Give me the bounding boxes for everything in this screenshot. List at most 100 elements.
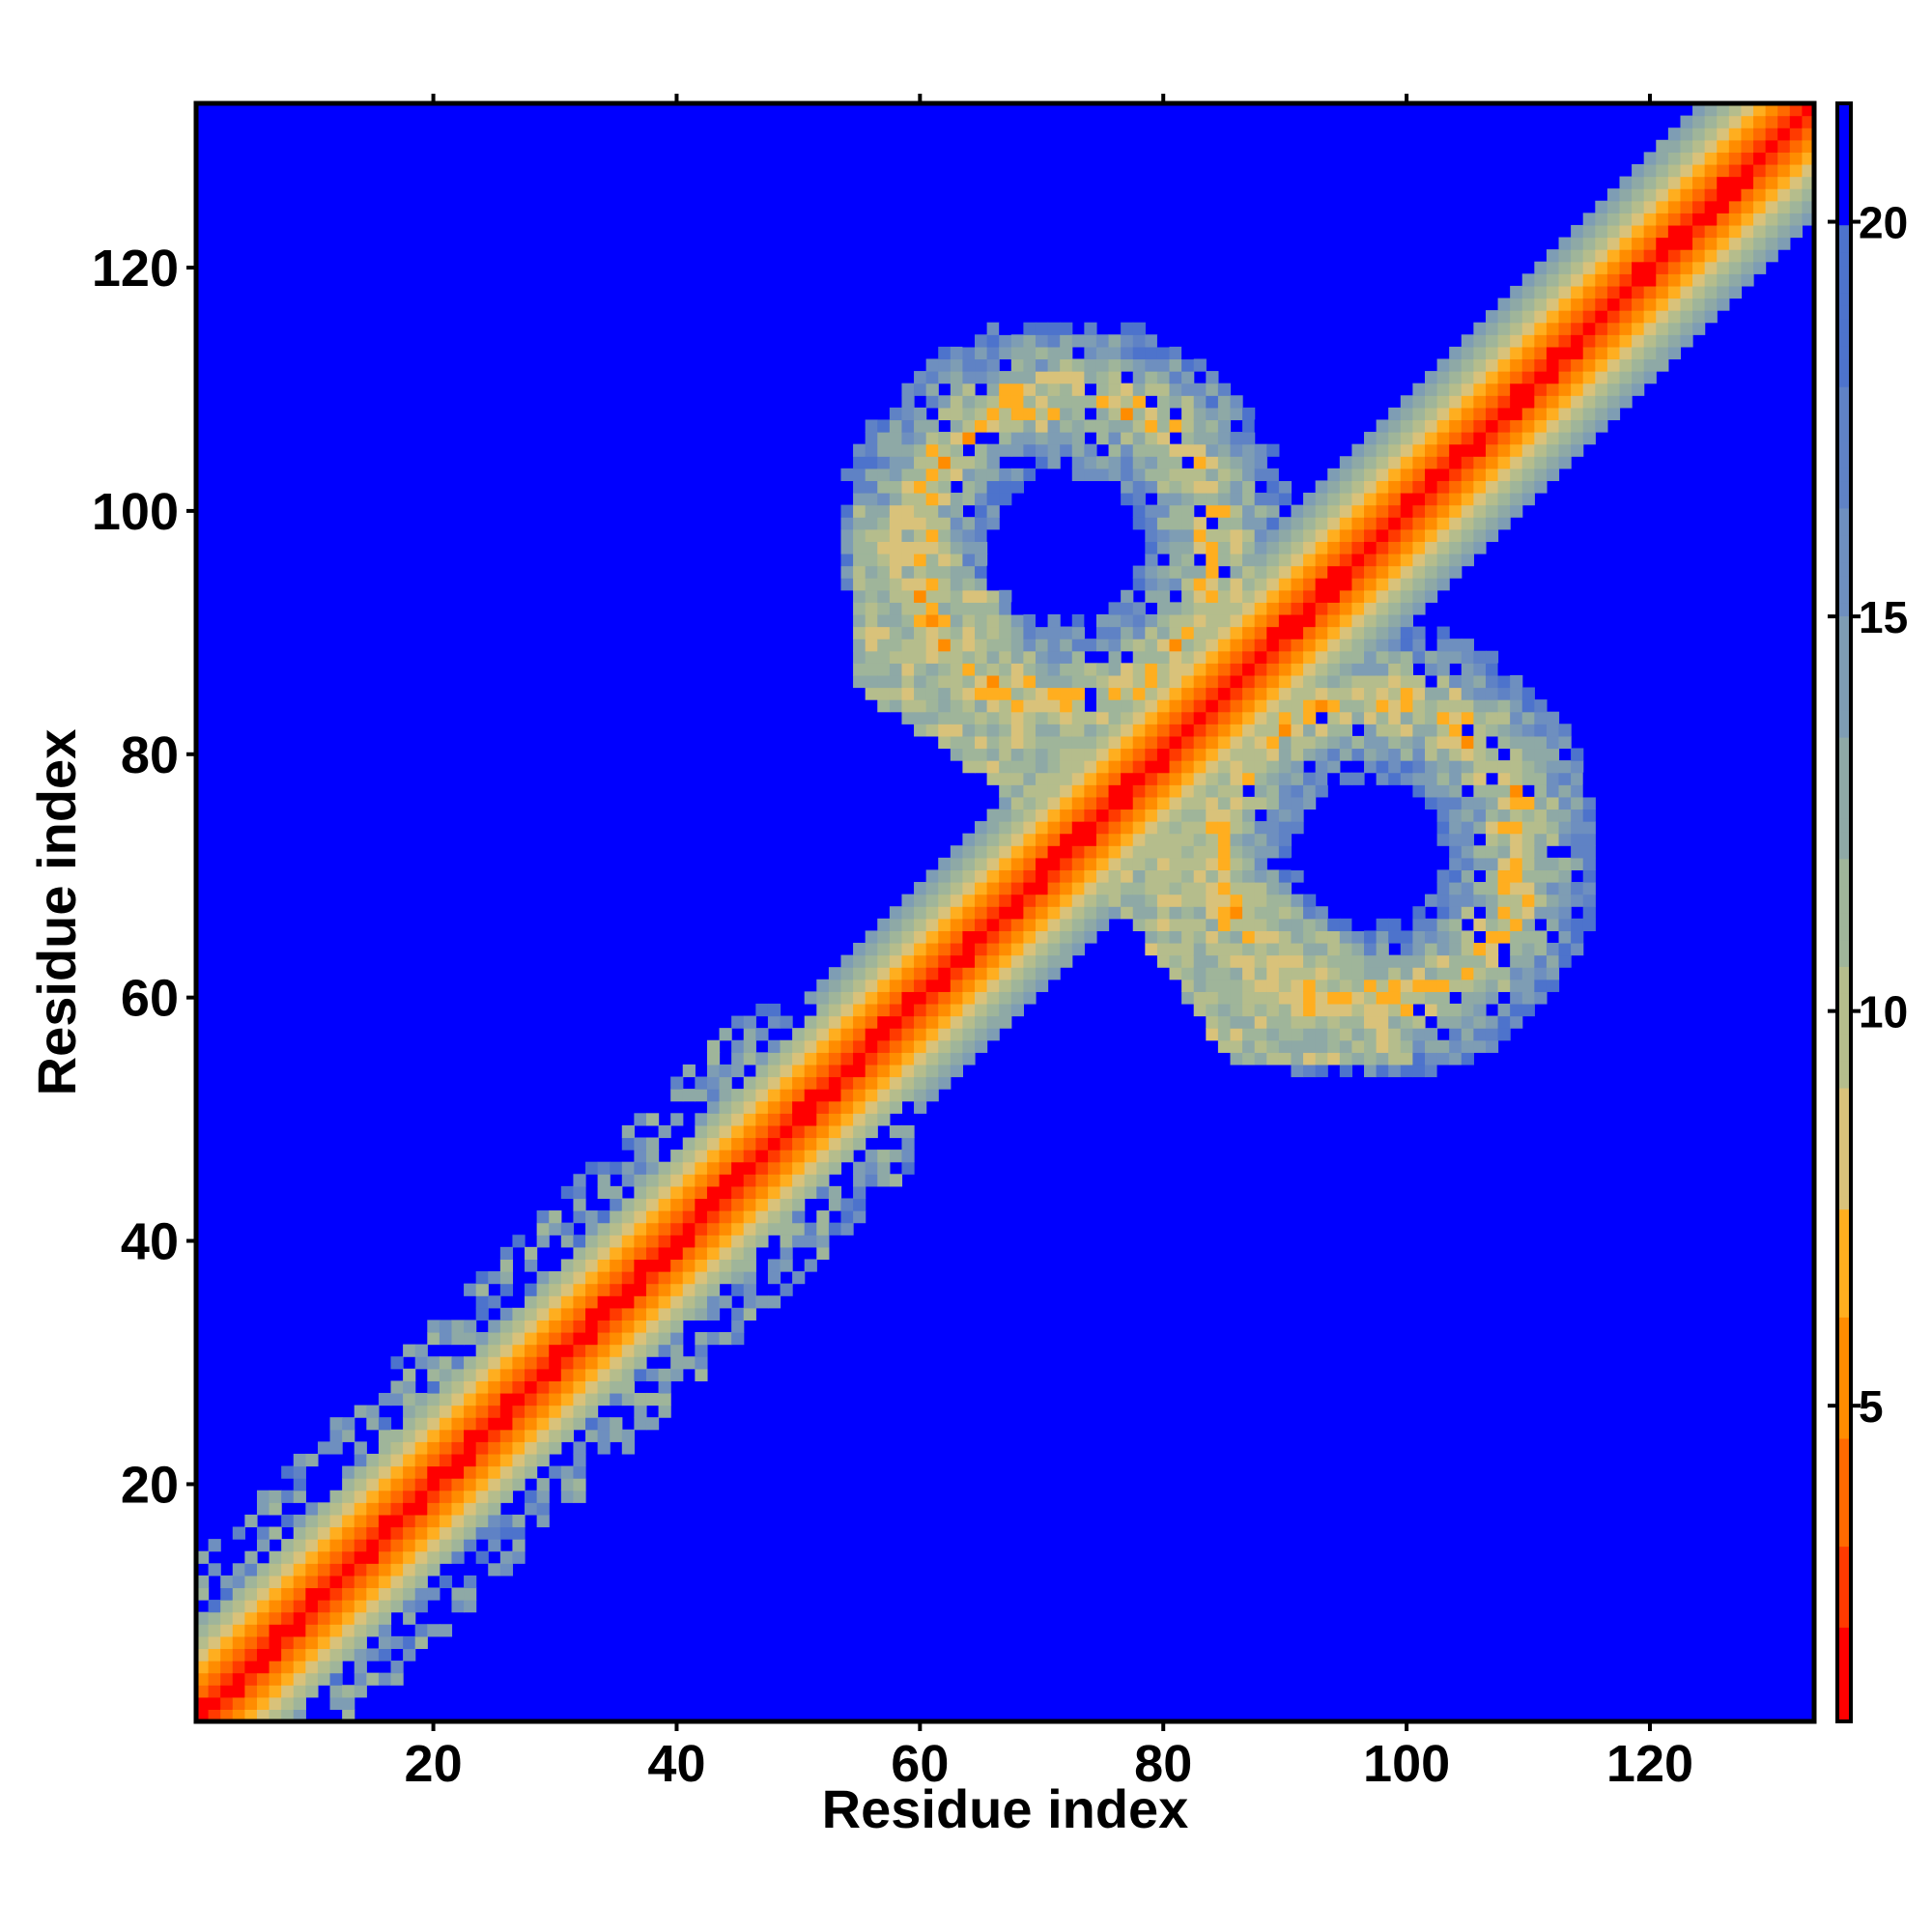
heatmap-cell bbox=[1461, 882, 1474, 895]
heatmap-cell bbox=[1291, 967, 1304, 980]
heatmap-cell bbox=[889, 565, 903, 579]
colorbar-segment bbox=[1837, 494, 1851, 509]
heatmap-cell bbox=[780, 1039, 793, 1053]
heatmap-cell bbox=[342, 1417, 355, 1431]
heatmap-cell bbox=[986, 930, 1000, 944]
heatmap-cell bbox=[743, 1161, 756, 1175]
heatmap-cell bbox=[1132, 699, 1146, 713]
heatmap-cell bbox=[1424, 748, 1438, 761]
heatmap-cell bbox=[1632, 285, 1645, 299]
heatmap-cell bbox=[464, 1356, 477, 1370]
heatmap-cell bbox=[1546, 468, 1560, 482]
heatmap-cell bbox=[1132, 918, 1146, 931]
heatmap-cell bbox=[1656, 334, 1669, 348]
heatmap-cell bbox=[962, 869, 976, 883]
heatmap-cell bbox=[1071, 419, 1085, 433]
heatmap-cell bbox=[1388, 565, 1402, 579]
heatmap-cell bbox=[1193, 857, 1207, 871]
heatmap-cell bbox=[1656, 152, 1669, 165]
heatmap-cell bbox=[767, 1271, 781, 1285]
heatmap-cell bbox=[889, 1089, 903, 1102]
heatmap-cell bbox=[925, 942, 939, 956]
heatmap-cell bbox=[1388, 1003, 1402, 1017]
heatmap-cell bbox=[1315, 626, 1328, 639]
colorbar-segment bbox=[1837, 197, 1851, 213]
heatmap-cell bbox=[1266, 821, 1280, 835]
heatmap-cell bbox=[840, 954, 854, 968]
heatmap-cell bbox=[706, 1222, 721, 1236]
heatmap-cell bbox=[1667, 273, 1682, 287]
heatmap-cell bbox=[950, 443, 964, 457]
heatmap-cell bbox=[499, 1259, 514, 1272]
heatmap-cell bbox=[1753, 163, 1767, 178]
heatmap-cell bbox=[1156, 687, 1171, 700]
heatmap-cell bbox=[232, 1563, 245, 1577]
heatmap-cell bbox=[962, 845, 976, 859]
heatmap-cell bbox=[658, 1235, 671, 1248]
heatmap-cell bbox=[1242, 954, 1256, 968]
heatmap-cell bbox=[1010, 833, 1024, 846]
heatmap-cell bbox=[877, 1150, 891, 1163]
heatmap-cell bbox=[1193, 395, 1207, 409]
heatmap-cell bbox=[1169, 845, 1182, 859]
heatmap-cell bbox=[645, 1344, 660, 1357]
heatmap-cell bbox=[378, 1624, 392, 1637]
heatmap-cell bbox=[1169, 371, 1182, 384]
heatmap-cell bbox=[914, 553, 927, 567]
heatmap-cell bbox=[1436, 1015, 1450, 1029]
heatmap-cell bbox=[1558, 456, 1572, 469]
heatmap-cell bbox=[1230, 1028, 1243, 1041]
heatmap-cell bbox=[1121, 906, 1134, 920]
heatmap-cell bbox=[925, 894, 939, 907]
heatmap-cell bbox=[901, 626, 915, 639]
heatmap-cell bbox=[1206, 821, 1219, 835]
heatmap-cell bbox=[342, 1648, 355, 1662]
heatmap-cell bbox=[914, 724, 927, 737]
heatmap-cell bbox=[1291, 626, 1304, 639]
heatmap-cell bbox=[865, 1039, 878, 1053]
heatmap-cell bbox=[938, 1039, 952, 1053]
heatmap-cell bbox=[1461, 493, 1474, 506]
heatmap-cell bbox=[1582, 432, 1596, 445]
heatmap-cell bbox=[695, 1344, 708, 1357]
heatmap-cell bbox=[780, 1064, 793, 1078]
heatmap-cell bbox=[1595, 371, 1608, 384]
heatmap-cell bbox=[914, 1039, 927, 1053]
heatmap-cell bbox=[414, 1453, 428, 1467]
heatmap-cell bbox=[853, 954, 867, 968]
heatmap-cell bbox=[877, 565, 891, 579]
heatmap-cell bbox=[840, 613, 854, 628]
heatmap-cell bbox=[792, 1039, 806, 1053]
heatmap-cell bbox=[1351, 699, 1365, 713]
heatmap-cell bbox=[877, 979, 891, 992]
heatmap-cell bbox=[877, 918, 891, 931]
heatmap-cell bbox=[695, 1222, 708, 1236]
heatmap-cell bbox=[901, 918, 915, 931]
heatmap-cell bbox=[536, 1490, 550, 1503]
heatmap-cell bbox=[792, 1198, 806, 1211]
heatmap-cell bbox=[1461, 334, 1474, 348]
heatmap-cell bbox=[1060, 674, 1073, 689]
heatmap-cell bbox=[1753, 139, 1767, 153]
heatmap-cell bbox=[1473, 517, 1487, 530]
heatmap-cell bbox=[390, 1502, 404, 1516]
heatmap-cell bbox=[986, 954, 1000, 968]
heatmap-cell bbox=[706, 1052, 721, 1065]
heatmap-cell bbox=[1217, 699, 1232, 713]
heatmap-cell bbox=[645, 1320, 660, 1333]
heatmap-cell bbox=[1169, 541, 1182, 554]
heatmap-cell bbox=[755, 1076, 769, 1090]
heatmap-cell bbox=[1230, 432, 1243, 445]
heatmap-cell bbox=[1461, 979, 1474, 992]
heatmap-cell bbox=[816, 1235, 830, 1248]
heatmap-cell bbox=[1254, 882, 1267, 895]
heatmap-cell bbox=[1108, 334, 1122, 348]
heatmap-cell bbox=[1643, 213, 1657, 226]
heatmap-cell bbox=[256, 1672, 270, 1686]
heatmap-cell bbox=[986, 322, 1000, 335]
heatmap-cell bbox=[451, 1368, 465, 1381]
heatmap-cell bbox=[475, 1271, 489, 1285]
heatmap-cell bbox=[1193, 613, 1207, 628]
heatmap-cell bbox=[1558, 954, 1572, 968]
heatmap-cell bbox=[889, 602, 903, 615]
